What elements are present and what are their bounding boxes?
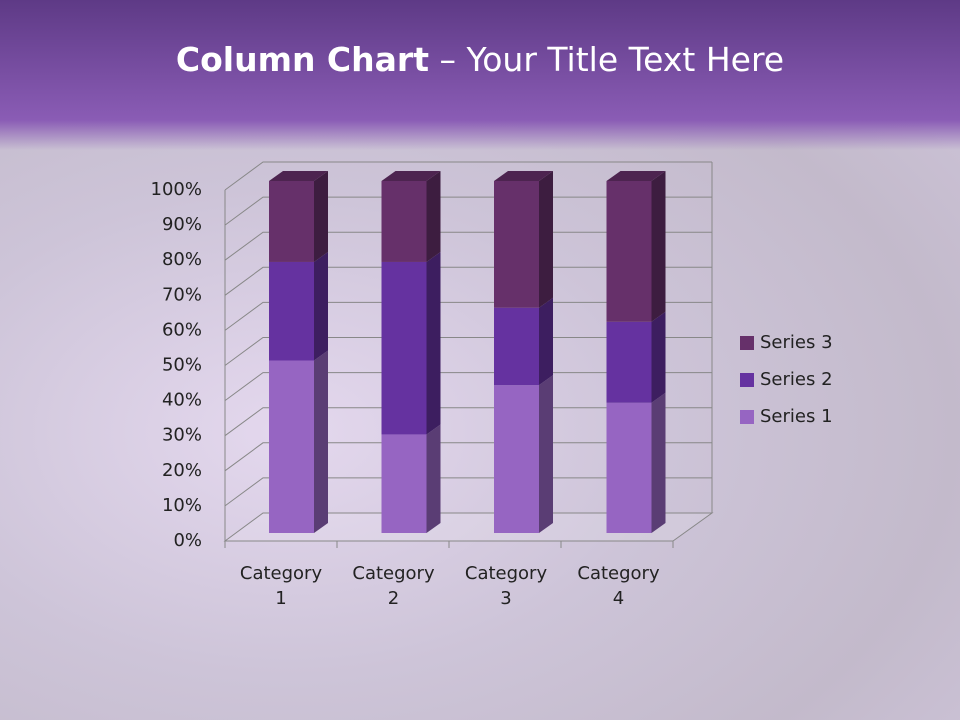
y-tick-label: 90% <box>162 214 202 235</box>
bar-front <box>269 181 314 262</box>
y-tick-label: 60% <box>162 319 202 340</box>
bar-front <box>381 261 427 435</box>
grid-line <box>224 407 712 437</box>
grid-line <box>224 301 712 331</box>
bar-side <box>314 251 328 361</box>
bar-segment <box>606 171 666 322</box>
legend-label: Series 1 <box>760 406 833 427</box>
bar-side <box>651 392 666 533</box>
bar-top <box>381 171 441 181</box>
bar-segment <box>494 171 553 308</box>
bar-front <box>269 261 314 361</box>
bar-front <box>494 385 539 533</box>
bar-top <box>606 171 666 181</box>
bar-side <box>539 375 553 533</box>
bar-side <box>426 171 441 262</box>
bar-front <box>494 307 539 386</box>
bar-side <box>539 171 553 308</box>
bar-segment <box>494 375 553 533</box>
bar-segment <box>381 171 441 262</box>
bar-side <box>426 424 441 533</box>
title-rest: – Your Title Text Here <box>439 40 785 79</box>
grid-line <box>224 372 712 402</box>
bar-segment <box>269 350 328 533</box>
x-ticks <box>224 541 674 548</box>
grid-line <box>224 231 712 261</box>
bar-segment <box>269 251 328 361</box>
bar-side <box>314 171 328 262</box>
bar-top <box>494 171 553 181</box>
y-tick-label: 30% <box>162 425 202 446</box>
bar-front <box>606 321 652 403</box>
grid-line <box>224 196 712 226</box>
legend-label: Series 3 <box>760 332 833 353</box>
chart-title: Column Chart – Your Title Text Here <box>0 40 960 79</box>
bar-segment <box>269 171 328 262</box>
grid-line <box>224 337 712 366</box>
bar-front <box>606 402 652 533</box>
grid-line <box>224 161 712 191</box>
y-tick-label: 100% <box>151 179 202 200</box>
x-tick-label: Category 3 <box>464 563 548 609</box>
bar-top <box>269 171 328 181</box>
bar-side <box>426 251 441 435</box>
y-tick-label: 20% <box>162 460 202 481</box>
grid-line <box>224 477 712 507</box>
bar-front <box>606 181 652 322</box>
title-bold: Column Chart <box>175 40 429 79</box>
bar-side <box>314 350 328 533</box>
bar-segment <box>606 392 666 533</box>
bar-front <box>494 181 539 308</box>
y-tick-label: 80% <box>162 249 202 270</box>
bar-segment <box>606 311 666 403</box>
legend-label: Series 2 <box>760 369 833 390</box>
x-tick-label: Category 1 <box>239 563 323 609</box>
bar-side <box>651 171 666 322</box>
y-tick-label: 40% <box>162 390 202 411</box>
bar-segment <box>381 251 441 435</box>
legend-swatch <box>740 373 754 387</box>
bar-front <box>269 360 314 533</box>
bar-front <box>381 434 427 533</box>
legend-swatch <box>740 336 754 350</box>
header <box>0 0 960 150</box>
legend-swatch <box>740 410 754 424</box>
grid-line <box>224 442 712 472</box>
x-tick-label: Category 4 <box>577 563 660 609</box>
grid-line <box>224 266 712 296</box>
y-tick-label: 0% <box>173 530 202 551</box>
bar-segment <box>381 424 441 533</box>
y-tick-label: 10% <box>162 495 202 516</box>
y-tick-label: 70% <box>162 284 202 305</box>
bar-side <box>651 311 666 403</box>
bar-segment <box>494 297 553 386</box>
bar-front <box>381 181 427 262</box>
bar-side <box>539 297 553 386</box>
y-tick-label: 50% <box>162 355 202 376</box>
x-tick-label: Category 2 <box>352 563 435 609</box>
